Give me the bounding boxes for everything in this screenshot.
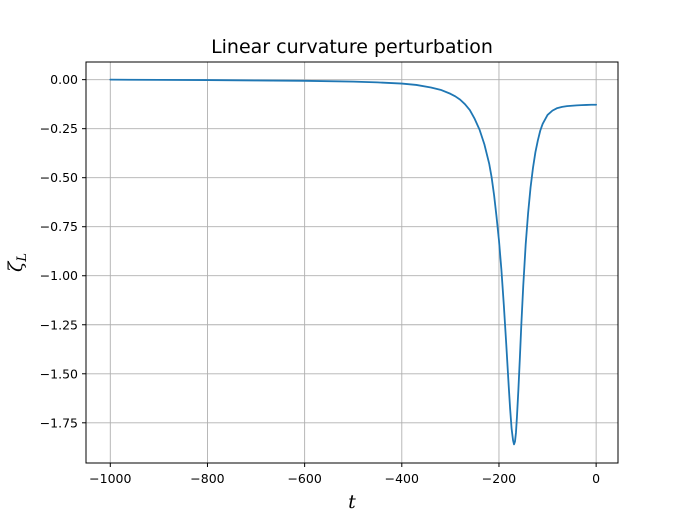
plot-frame (85, 61, 619, 464)
x-tick-label: −800 (190, 471, 224, 486)
x-tick-label: −200 (482, 471, 516, 486)
y-tick-label: −0.50 (40, 170, 78, 185)
y-tick-label: −0.25 (40, 121, 78, 136)
x-tick-label: −400 (385, 471, 419, 486)
y-tick-label: 0.00 (50, 72, 78, 87)
series-layer (109, 78, 598, 446)
x-tick-label: 0 (592, 471, 600, 486)
y-tick-label: −1.75 (40, 415, 78, 430)
x-tick-label: −1000 (89, 471, 131, 486)
y-axis-label: ζL (5, 253, 30, 272)
x-tick-label: −600 (287, 471, 321, 486)
y-tick-label: −1.25 (40, 317, 78, 332)
y-tick-label: −1.50 (40, 366, 78, 381)
y-tick-label: −0.75 (40, 219, 78, 234)
grid-layer (86, 62, 618, 463)
y-tick-label: −1.00 (40, 268, 78, 283)
chart-title: Linear curvature perturbation (211, 36, 493, 58)
series-line (109, 78, 598, 446)
y-axis-label-symbol: ζ (5, 260, 27, 272)
y-axis-label-subscript: L (15, 253, 30, 263)
ticks-layer: −1000 −800 −600 −400 −200 0 0.00 −0.25 −0.50 −0.7… (40, 72, 600, 486)
x-axis-label: t (348, 491, 356, 513)
